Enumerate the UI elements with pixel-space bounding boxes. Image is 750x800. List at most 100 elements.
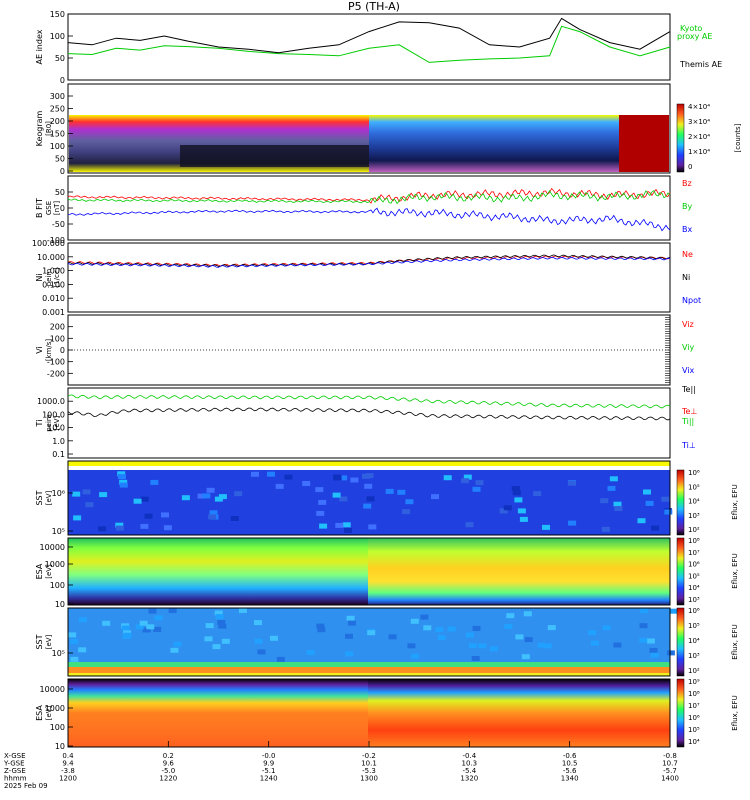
- ylabel2-7: [eV]: [45, 564, 53, 579]
- spectrogram-panels: [67, 103, 685, 748]
- sst-ion-block: [461, 478, 469, 484]
- sst-ion-block: [363, 503, 372, 509]
- sst-ion-block: [645, 500, 654, 506]
- keo-ticklabel-6: 300: [50, 92, 65, 101]
- esa-ion-frame: [67, 537, 671, 606]
- ylabel-8: SST: [35, 634, 44, 649]
- footer-time-6: 1400: [661, 775, 679, 783]
- sst-electron-block: [420, 614, 429, 620]
- sst-electron-block: [221, 638, 230, 644]
- sst-electron-block: [447, 626, 456, 632]
- yticklabel-5-2: 10.0: [47, 424, 65, 433]
- spec-ticklabel-7-3: 10000: [40, 543, 65, 552]
- keogram-dark-band: [180, 145, 369, 167]
- esa-i-cb-1: 10⁷: [688, 549, 700, 557]
- sst-electron-block: [168, 608, 177, 614]
- sst-ion-block: [82, 489, 91, 495]
- sst-ion-block: [202, 493, 211, 499]
- sst-i-cb-4: 10²: [688, 526, 700, 534]
- yticklabel-0-0: 0: [60, 76, 65, 85]
- yticklabel-5-4: 1000.0: [37, 397, 65, 406]
- sst-ion-block: [73, 515, 82, 521]
- sst-electron-block: [204, 636, 213, 642]
- sst-i-cb-unit: Eflux, EFU: [731, 484, 739, 519]
- sst-ion-block: [284, 474, 293, 480]
- keogram-panel-frame: [67, 83, 671, 174]
- sst-ion-block: [443, 475, 452, 481]
- legend-proxy-ae: proxy AE: [677, 32, 712, 41]
- footer-row-label-2: Z-GSE: [4, 767, 26, 775]
- sst-e-cb-unit: Eflux, EFU: [731, 624, 739, 659]
- sst-ion-block: [209, 510, 218, 516]
- yticklabel-5-3: 100.0: [42, 410, 65, 419]
- sst-electron-block: [142, 627, 151, 633]
- sst-ion-block: [267, 471, 275, 477]
- sst-e-cb-0: 10⁶: [688, 607, 700, 615]
- sst-electron-block: [276, 656, 285, 662]
- spec-ticklabel-9-3: 10000: [40, 685, 65, 694]
- footer-time-2: 1240: [260, 775, 278, 783]
- esa-e-cb-1: 10⁸: [688, 690, 700, 698]
- sst-ion-block: [499, 508, 508, 514]
- yticklabel-0-2: 100: [50, 32, 65, 41]
- sst-i-cb-3: 10³: [688, 512, 700, 520]
- sst-ion-block: [339, 496, 348, 502]
- sst-ion-block: [72, 491, 81, 497]
- sst-ion-block: [251, 471, 259, 477]
- sst-electron-block: [347, 620, 356, 626]
- esa-i-cb-5: 10³: [688, 596, 700, 604]
- sst-ion-block: [397, 489, 406, 495]
- sst-electron-block: [102, 620, 111, 626]
- sst-electron-block: [217, 620, 226, 625]
- legend-t-2: Ti||: [681, 417, 694, 426]
- sst-electron-block: [70, 656, 79, 662]
- ylabel-9: ESA: [35, 705, 44, 721]
- sst-ion-block: [98, 526, 107, 532]
- keogram-image-right: [619, 115, 669, 172]
- legend-n-0: Ne: [682, 250, 693, 259]
- sst-electron-block: [588, 630, 597, 636]
- sst-ion-block: [119, 482, 128, 488]
- sst-electron-block: [346, 615, 355, 621]
- keo-ticklabel-2: 100: [50, 142, 65, 151]
- sst-ion-block: [517, 508, 526, 514]
- sst-ion-block: [519, 516, 528, 522]
- spec-ticklabel-7-0: 10: [55, 600, 65, 609]
- sst-ion-block: [514, 497, 523, 503]
- yticklabel-5-1: 1.0: [52, 437, 65, 446]
- keo-cb-tick-0: 4×10⁴: [688, 103, 710, 111]
- sst-ion-block: [218, 494, 227, 500]
- b-series-2: [67, 207, 671, 232]
- sst-ion-block: [342, 522, 351, 528]
- legend-b-2: Bx: [682, 225, 692, 234]
- sst-ion-block: [206, 487, 215, 493]
- sst-ion-block: [140, 496, 149, 502]
- sst-electron-block: [666, 650, 675, 656]
- sst-electron-block: [153, 626, 162, 632]
- sst-ion-block: [472, 486, 481, 492]
- sst-electron-block: [139, 620, 148, 626]
- ae-series-1: [67, 17, 671, 54]
- sst-electron-block: [68, 632, 77, 638]
- sst-i-cb-1: 10⁵: [688, 483, 700, 491]
- footer-row-label-1: Y-GSE: [3, 760, 25, 768]
- yticklabel-3-4: 10.000: [37, 253, 65, 262]
- sst-ion-block: [117, 471, 126, 477]
- sst-electron-block: [367, 630, 376, 636]
- sst-ion-block: [542, 524, 550, 530]
- sst-ion-block: [144, 513, 153, 519]
- footer-y-6: 10.7: [662, 760, 678, 768]
- yticklabel-2-1: -50: [52, 220, 65, 229]
- n-series-2: [67, 256, 671, 268]
- sst-ion-block: [402, 509, 411, 515]
- footer-time-4: 1320: [460, 775, 478, 783]
- sst-ion-block: [234, 491, 243, 497]
- footer-y-5: 10.5: [562, 760, 578, 768]
- sst-ion-block: [117, 474, 126, 480]
- footer-z-1: -5.0: [161, 767, 175, 775]
- sst-electron-block: [478, 643, 487, 649]
- esa-i-cb-4: 10⁴: [688, 584, 700, 592]
- sst-ion-block: [140, 523, 149, 529]
- ylabel3-3: [1/cc]: [53, 267, 61, 287]
- sst-ion-block: [511, 486, 520, 491]
